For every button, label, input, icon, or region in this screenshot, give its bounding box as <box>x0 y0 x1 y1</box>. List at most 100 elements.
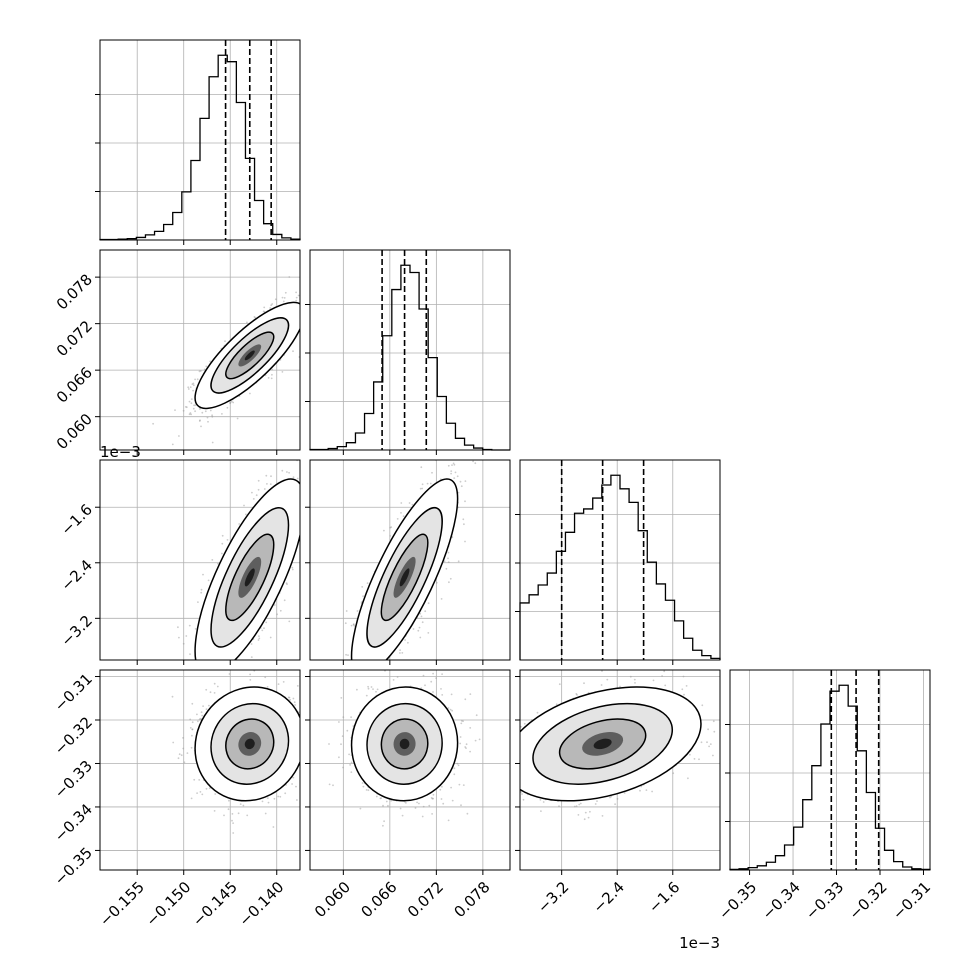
sample-point <box>270 304 273 307</box>
sample-point <box>372 668 374 670</box>
sample-point <box>197 601 199 603</box>
sample-point <box>464 500 466 503</box>
sample-point <box>215 662 217 664</box>
sample-point <box>187 388 190 390</box>
histogram-1 <box>309 264 510 451</box>
sample-point <box>193 679 195 681</box>
sample-point <box>361 586 364 588</box>
sample-point <box>220 663 222 665</box>
sample-point <box>194 628 197 630</box>
sample-point <box>315 470 317 472</box>
sample-point <box>233 673 235 675</box>
sample-point <box>311 517 313 519</box>
sample-point <box>223 665 225 667</box>
sample-point <box>366 582 369 584</box>
sample-point <box>447 551 450 554</box>
sample-point <box>443 452 445 454</box>
sample-point <box>380 662 382 664</box>
y-tick-label: 0.078 <box>53 270 96 313</box>
scatter-samples-2-1 <box>320 452 482 741</box>
sample-point <box>305 484 307 486</box>
sample-point <box>390 526 393 529</box>
sample-point <box>302 523 304 525</box>
sample-point <box>281 371 284 373</box>
sample-point <box>192 389 195 392</box>
sample-point <box>193 404 196 407</box>
sample-point <box>311 483 313 485</box>
grid-lines <box>561 460 674 660</box>
sample-point <box>211 414 214 417</box>
sample-point <box>213 689 215 691</box>
sample-point <box>282 300 285 303</box>
sample-point <box>211 559 214 561</box>
sample-point <box>320 739 322 741</box>
sample-point <box>253 316 256 318</box>
sample-point <box>474 462 477 465</box>
sample-point <box>399 649 401 651</box>
sample-point <box>188 413 191 416</box>
sample-point <box>447 561 450 563</box>
sample-point <box>367 662 369 664</box>
sample-point <box>228 664 230 666</box>
sample-point <box>366 665 368 667</box>
sample-point <box>373 672 375 674</box>
sample-point <box>447 557 449 560</box>
sample-point <box>382 666 384 668</box>
sample-point <box>291 568 294 571</box>
sample-point <box>375 664 377 666</box>
sample-point <box>362 685 364 687</box>
sample-point <box>269 636 272 639</box>
sample-point <box>207 682 209 684</box>
sample-point <box>257 488 260 491</box>
panel-frame-2-0 <box>99 459 301 661</box>
sample-point <box>263 627 265 630</box>
sample-point <box>407 641 409 644</box>
sample-point <box>305 523 307 525</box>
sample-point <box>308 308 310 310</box>
sample-point <box>304 309 306 311</box>
sample-point <box>188 400 191 403</box>
sample-point <box>283 599 286 602</box>
sample-point <box>336 398 338 400</box>
sample-point <box>238 523 241 525</box>
sample-point <box>448 581 450 584</box>
sample-point <box>226 539 229 541</box>
sample-point <box>454 471 457 474</box>
sample-point <box>171 443 174 446</box>
sample-point <box>308 489 310 491</box>
sample-point <box>460 485 463 488</box>
sample-point <box>281 451 283 453</box>
y-tick-label: 0.072 <box>53 317 96 360</box>
sample-point <box>451 464 453 466</box>
sample-point <box>224 660 226 662</box>
sample-point <box>190 398 193 400</box>
sample-point <box>190 413 193 416</box>
sample-point <box>243 664 245 666</box>
sample-point <box>230 400 233 403</box>
sample-point <box>427 602 430 605</box>
sample-point <box>271 368 274 371</box>
sample-point <box>480 455 482 457</box>
sample-point <box>366 674 368 676</box>
sample-point <box>271 373 273 376</box>
y-tick-label: −1.6 <box>58 501 96 539</box>
sample-point <box>204 670 206 672</box>
sample-point <box>374 689 376 691</box>
sample-point <box>302 305 304 307</box>
sample-point <box>185 635 188 637</box>
panel-frame-1-1 <box>309 249 511 451</box>
sample-point <box>453 477 456 479</box>
sample-point <box>262 310 265 313</box>
sample-point <box>321 474 323 476</box>
sample-point <box>207 579 210 582</box>
sample-point <box>389 535 392 537</box>
sample-point <box>221 552 223 555</box>
sample-point <box>365 674 367 676</box>
sample-point <box>395 670 397 672</box>
sample-point <box>283 297 286 299</box>
sample-point <box>456 475 459 478</box>
sample-point <box>232 401 235 404</box>
sample-point <box>302 317 304 319</box>
sample-point <box>303 313 305 315</box>
